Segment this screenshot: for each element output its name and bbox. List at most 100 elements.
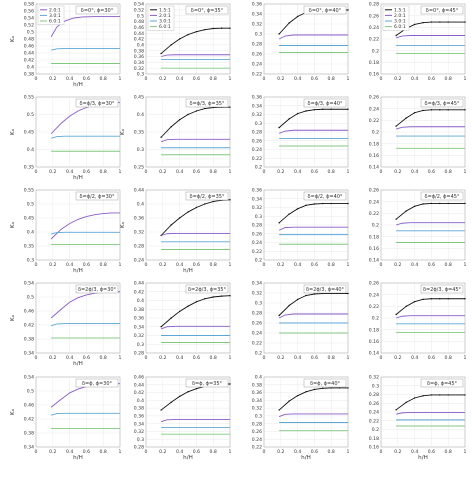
y-tick-label: 0.26 [252,52,262,58]
plot-area [35,376,121,448]
data-point [170,44,172,46]
data-point [187,33,189,36]
chart-panel-r3c2: 0.20.220.240.260.280.30.320.340 0.2 0.4 0.6… [252,281,350,361]
data-point [204,298,206,300]
y-tick-label: 0.5 [27,295,34,301]
data-point [187,113,189,116]
data-point [229,27,231,29]
y-tick-label: 0.34 [134,324,144,330]
y-tick-label: 0.3 [255,413,262,419]
y-tick-label: 0.38 [24,72,34,78]
x-tick-label: 0.8 [100,169,107,175]
y-tick-label: 0.3 [137,342,144,348]
y-tick-label: 0.25 [134,165,144,171]
annotation-box [185,191,229,201]
y-tick-label: 0.24 [252,62,262,68]
y-tick-label: 0.22 [252,249,262,255]
x-tick-label: 1 [229,169,232,175]
data-point [422,203,424,205]
annotation-box [420,284,464,294]
legend-entry: 2.0:1 [159,13,171,19]
plot-area [145,376,231,448]
y-tick-label: 0.42 [24,58,34,64]
x-tick-label: 0 [145,76,148,82]
data-point [229,199,231,201]
y-axis-label: Kₐ [10,409,16,415]
data-point [347,9,349,11]
annotation-box [420,5,464,15]
data-point [395,313,397,316]
y-tick-label: 0.32 [134,429,144,435]
series-line-purple [278,129,348,134]
data-point [305,110,307,112]
y-tick-label: 0.4 [137,42,144,48]
x-tick-label: 0.4 [176,355,183,361]
data-point [288,213,290,215]
plot-area [263,3,349,75]
x-tick-label: 1 [464,262,467,268]
y-tick-label: 0.42 [134,390,144,396]
data-point [220,27,223,29]
series-line-purple [278,34,348,40]
data-point [288,304,290,307]
annotation-text: δ=ϕ, ϕ=40° [310,381,341,387]
y-tick-label: 0.56 [24,9,34,15]
data-point [347,292,349,295]
annotation-text: δ=ϕ, ϕ=30° [82,381,113,387]
legend: 1.5:12.0:13.0:16.0:1 [382,5,410,31]
series-line-purple [395,315,465,319]
y-tick-label: 0.52 [134,7,144,13]
y-tick-label: 0.38 [24,431,34,437]
data-point [413,112,416,114]
y-tick-label: 0.3 [372,383,379,389]
y-tick-label: 0.14 [369,351,379,357]
annotation-box [75,284,119,294]
data-point [464,394,466,396]
y-tick-label: 0.3 [137,72,144,78]
annotation-text: δ=ϕ/2, ϕ=45° [425,194,460,200]
y-tick-label: 0.36 [134,54,144,60]
x-tick-label: 0.6 [311,169,318,175]
y-tick-label: 0.2 [372,316,379,322]
data-point [439,298,441,300]
y-tick-label: 0.22 [369,304,379,310]
y-tick-label: 0.3 [137,437,144,443]
y-tick-label: 0.22 [252,341,262,347]
panel-annotation: δ=0°, ϕ=35° [185,5,229,15]
annotation-text: δ=ϕ, ϕ=45° [427,381,458,387]
x-tick-label: 0 [263,355,266,361]
data-point [178,38,181,40]
y-tick-label: 0.44 [134,188,144,194]
x-tick-label: 1 [464,355,467,361]
x-tick-label: 0.4 [66,449,73,455]
series-line-blue [50,135,120,139]
y-tick-label: 0.26 [369,95,379,101]
data-point [330,108,332,110]
x-tick-label: 0.4 [294,76,301,82]
panel-annotation: δ=ϕ, ϕ=40° [303,378,347,388]
y-tick-label: 0.28 [252,223,262,229]
x-tick-label: 1 [464,76,467,82]
y-tick-label: 0.4 [137,398,144,404]
y-tick-label: 0.22 [369,418,379,424]
x-axis-label: h/H [418,455,428,461]
chart-panel-r0c3: 0.16 0.18 0.2 0.22 0.24 0.26 0.28 0 0.2 0.4 0.6 0.8… [369,2,467,82]
y-tick-label: 0.28 [369,2,379,8]
y-tick-label: 0.32 [252,291,262,297]
x-tick-label: 0.6 [193,355,200,361]
y-axis-label: Kₐ [10,36,16,42]
x-tick-label: 0.6 [428,169,435,175]
y-tick-label: 0.54 [24,16,34,22]
x-tick-label: 0.6 [428,262,435,268]
data-point [313,388,316,391]
y-tick-label: 0.22 [369,37,379,43]
y-tick-label: 0.34 [252,196,262,202]
data-point [347,108,349,110]
y-tick-label: 0.24 [252,437,262,443]
legend-entry: 1.5:1 [394,7,406,13]
data-point [204,203,206,205]
y-tick-label: 0.48 [24,37,34,43]
annotation-box [303,5,347,15]
annotation-box [75,98,119,108]
